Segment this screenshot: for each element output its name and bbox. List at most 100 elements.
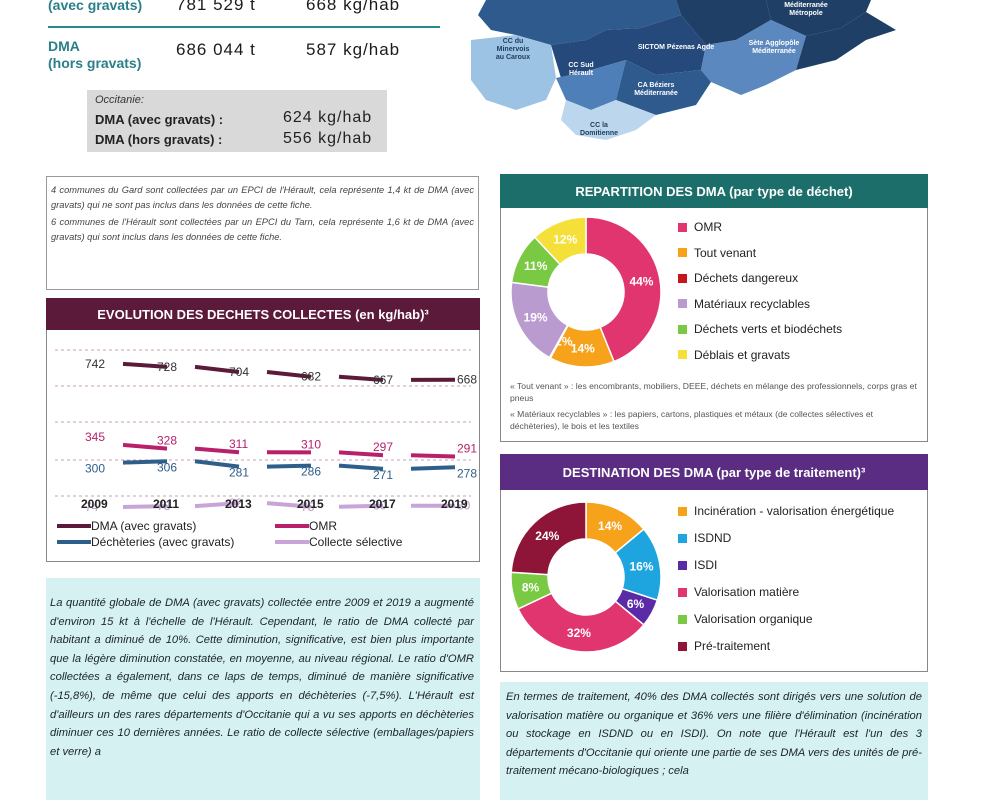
evo-tick-label: 2019: [441, 497, 468, 511]
evolution-chart: 742 728 704 682 667 668 345 328 311 310 297 291 300 3…: [55, 349, 477, 549]
evo-data-label: 92: [229, 496, 243, 510]
legend-label: Valorisation matière: [694, 585, 800, 599]
evo-data-label: 682: [301, 370, 321, 384]
evo-data-label: 704: [229, 365, 249, 379]
stat-row1-label: (avec gravats): [48, 0, 143, 13]
destination-title: DESTINATION DES DMA (par type de traitem…: [500, 454, 928, 490]
legend-label: Tout venant: [694, 245, 757, 260]
stat-row1-total: 781 529 t: [176, 0, 256, 14]
legend-swatch: [678, 299, 687, 308]
donut-label: 8%: [522, 581, 540, 595]
repartition-note-1: « Tout venant » : les encombrants, mobil…: [510, 381, 917, 403]
evo-tick-label: 2017: [369, 497, 396, 511]
occitanie-avec-value: 624 kg/hab: [283, 109, 373, 126]
evo-data-label: 281: [229, 466, 249, 480]
map-label-sictom: SICTOM Pézenas Agde: [637, 44, 715, 51]
legend-label: Valorisation organique: [694, 612, 813, 626]
evo-data-label: 78: [157, 499, 171, 513]
legend-item: ISDI: [678, 558, 717, 572]
donut-label: 16%: [629, 559, 653, 573]
evo-tick-label: 2015: [297, 497, 324, 511]
evo-segment: [122, 361, 168, 369]
evo-data-label: 300: [85, 462, 105, 476]
evo-data-label: 310: [301, 437, 321, 451]
stat-row2-label-bottom: (hors gravats): [48, 55, 142, 71]
evo-segment: [194, 446, 240, 455]
evo-data-label: 306: [157, 460, 177, 474]
evo-data-label: 80: [457, 499, 471, 513]
donut-slice: [585, 216, 662, 363]
donut-slice: [533, 216, 587, 266]
evo-legend-label: DMA (avec gravats): [91, 519, 196, 533]
evo-data-label: 80: [373, 499, 387, 513]
donut-label: 14%: [571, 341, 595, 355]
map-svg: [471, 0, 896, 140]
donut-slice: [517, 592, 645, 653]
stat-row2-ratio: 587 kg/hab: [306, 40, 401, 59]
legend-item: Déchets verts et biodéchets: [678, 322, 842, 336]
evo-data-label: 742: [85, 357, 105, 371]
occitanie-hors-value: 556 kg/hab: [283, 130, 373, 147]
analysis-left-box: La quantité globale de DMA (avec gravats…: [46, 578, 480, 800]
evo-tick-label: 2011: [153, 497, 179, 511]
evo-segment: [122, 459, 168, 465]
occitanie-avec-label: DMA (avec gravats) :: [95, 112, 224, 127]
legend-item: OMR: [678, 220, 722, 234]
stat-row2-total: 686 044 t: [176, 40, 256, 59]
occitanie-box: Occitanie: DMA (avec gravats) : 624 kg/h…: [87, 90, 387, 152]
evo-data-label: 74: [85, 500, 99, 514]
evo-segment: [410, 453, 456, 459]
map-label-sete: Sète Agglopôle Méditerranée: [748, 40, 800, 55]
legend-swatch: [678, 222, 687, 232]
note-paragraph-2: 6 communes de l'Hérault sont collectées …: [51, 217, 474, 242]
legend-item: Déblais et gravats: [678, 348, 790, 362]
map-label-domitienne: CC la Domitienne: [579, 122, 619, 137]
evo-data-label: 328: [157, 434, 177, 448]
evo-tick-label: 2009: [81, 497, 108, 511]
legend-swatch: [678, 641, 687, 651]
repartition-note-2: « Matériaux recyclables » : les papiers,…: [510, 409, 874, 431]
evo-segment: [266, 370, 312, 379]
evo-data-label: 291: [457, 442, 477, 456]
repartition-donut: 44%14%0,2%19%11%12%: [510, 216, 662, 368]
evo-segment: [266, 501, 312, 509]
evo-data-label: 311: [229, 437, 248, 451]
legend-item: Pré-traitement: [678, 639, 770, 653]
legend-item: Tout venant: [678, 246, 756, 260]
evo-data-label: 667: [373, 373, 393, 387]
legend-label: Déchets verts et biodéchets: [694, 322, 843, 336]
occitanie-title: Occitanie:: [95, 94, 144, 106]
evo-segment: [194, 459, 240, 469]
map-label-sud-herault: CC Sud Hérault: [568, 62, 594, 77]
legend-swatch: [678, 533, 687, 543]
evo-segment: [122, 442, 168, 451]
map-label-beziers: CA Béziers Méditerranée: [634, 82, 678, 97]
note-paragraph-1: 4 communes du Gard sont collectées par u…: [51, 185, 474, 210]
legend-swatch: [678, 560, 687, 570]
legend-item: Valorisation matière: [678, 585, 799, 599]
analysis-right-box: En termes de traitement, 40% des DMA col…: [500, 682, 928, 800]
evo-data-label: 345: [85, 430, 105, 444]
donut-label: 6%: [627, 597, 645, 611]
legend-item: ISDND: [678, 531, 731, 545]
legend-label: Matériaux recyclables: [694, 296, 811, 311]
legend-swatch: [678, 506, 687, 516]
donut-label: 24%: [535, 529, 559, 543]
evo-segment: [338, 503, 384, 509]
donut-label: 32%: [567, 626, 591, 640]
analysis-right-text: En termes de traitement, 40% des DMA col…: [506, 691, 922, 778]
evo-segment: [338, 374, 384, 382]
evo-data-label: 75: [301, 500, 315, 514]
legend-label: ISDI: [694, 558, 718, 572]
analysis-left-text: La quantité globale de DMA (avec gravats…: [50, 597, 474, 758]
map-label-minervois: CC du Minervois au Caroux: [495, 38, 531, 61]
legend-item: Déchets dangereux: [678, 271, 798, 285]
evo-legend-label: Collecte sélective: [309, 535, 403, 549]
legend-label: Pré-traitement: [694, 639, 771, 653]
evo-legend-label: OMR: [309, 519, 337, 533]
evo-data-label: 286: [301, 465, 321, 479]
donut-label: 12%: [553, 232, 577, 246]
legend-swatch: [678, 587, 687, 597]
legend-label: Incinération - valorisation énergétique: [694, 504, 895, 518]
destination-donut: 14% 16% 6% 32% 8% 24%: [510, 501, 662, 653]
